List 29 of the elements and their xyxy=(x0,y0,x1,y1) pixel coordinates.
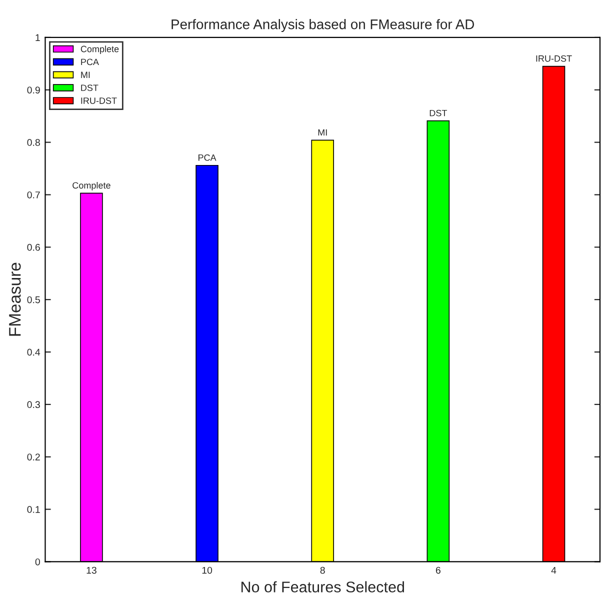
annotation: Complete xyxy=(72,182,110,190)
y-tick-label: 1 xyxy=(36,34,40,41)
legend-label: IRU-DST xyxy=(81,98,117,104)
y-tick-label: 0.7 xyxy=(27,191,40,198)
y-tick-label: 0.2 xyxy=(27,454,40,460)
legend-label: PCA xyxy=(81,58,99,66)
x-axis-title: No of Features Selected xyxy=(241,581,404,592)
annotation: DST xyxy=(430,110,447,116)
y-tick-label: 0.9 xyxy=(27,86,40,94)
y-tick-label: 0.3 xyxy=(27,401,40,408)
annotation: PCA xyxy=(198,154,216,161)
legend-label: Complete xyxy=(80,46,119,54)
x-tick-label: 8 xyxy=(320,566,325,574)
chart-title: Performance Analysis based on FMeasure for AD xyxy=(172,19,474,32)
y-tick-label: 0.5 xyxy=(27,296,40,304)
x-tick-label: 13 xyxy=(86,566,96,574)
y-tick-label: 0.4 xyxy=(27,348,40,356)
annotation: IRU-DST xyxy=(536,55,572,62)
y-tick-label: 0.8 xyxy=(27,139,40,146)
x-tick-label: 10 xyxy=(202,566,212,574)
x-tick-label: 6 xyxy=(436,566,440,574)
y-tick-label: 0.1 xyxy=(27,506,40,513)
legend-label: DST xyxy=(81,84,98,91)
annotation: MI xyxy=(318,129,327,136)
y-tick-label: 0 xyxy=(35,558,40,566)
y-tick-label: 0.6 xyxy=(27,244,40,251)
x-tick-label: 4 xyxy=(551,566,556,574)
legend-label: MI xyxy=(81,72,90,78)
y-axis-title: FMeasure xyxy=(9,262,21,336)
